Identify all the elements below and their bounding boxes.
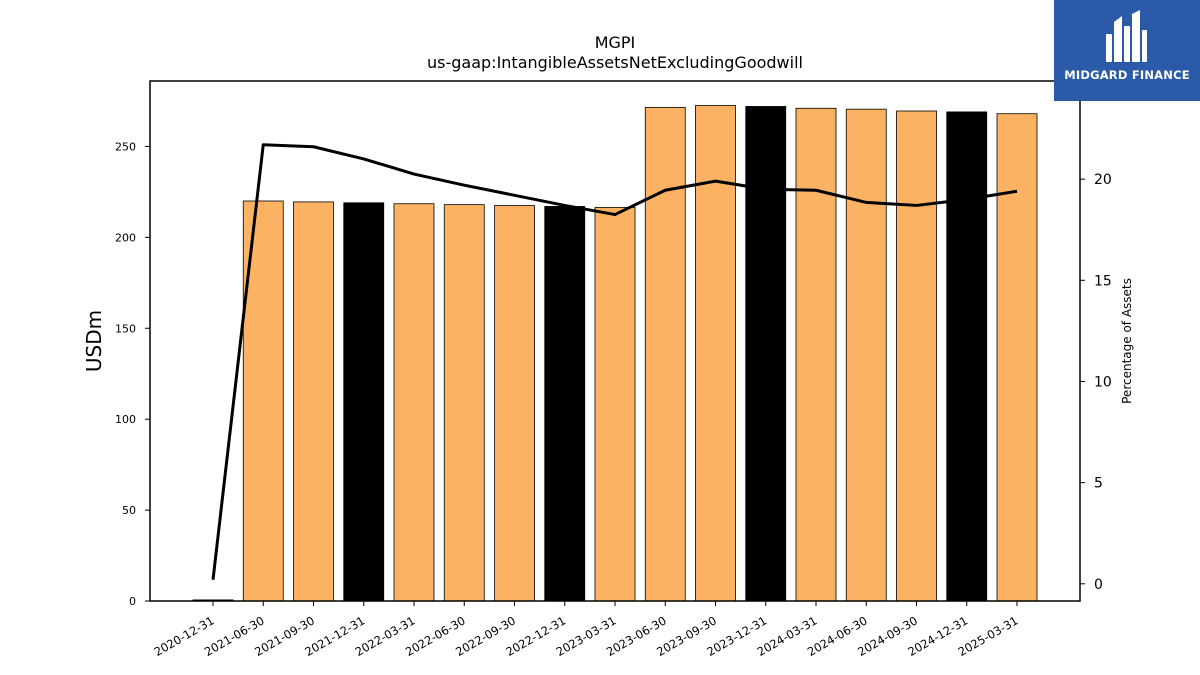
bar-2022-06-30 (443, 204, 485, 602)
bar-2021-09-30 (293, 201, 334, 602)
brand-name: MIDGARD FINANCE (1064, 68, 1190, 82)
bar-2022-09-30 (494, 205, 535, 602)
midgard-logo-icon (1106, 10, 1147, 62)
bar-2024-03-31 (795, 107, 837, 602)
y-tick-label: 150 (115, 322, 136, 335)
brand-logo: MIDGARD FINANCE (1054, 0, 1200, 101)
y-axis-right: 0 5 10 15 20 (1080, 172, 1112, 593)
bar-2025-03-31 (996, 113, 1038, 602)
bar-2022-03-31 (393, 203, 435, 602)
y-tick-label: 100 (115, 413, 136, 426)
y2-tick-label: 0 (1094, 577, 1103, 593)
bar-2023-03-31 (594, 206, 636, 602)
bar-2024-06-30 (845, 108, 887, 602)
percentage-line (211, 143, 1018, 580)
y2-tick-label: 15 (1094, 273, 1112, 289)
y2-tick-label: 5 (1094, 476, 1103, 492)
y-tick-label: 50 (122, 504, 136, 517)
x-axis: 2020-12-312021-06-302021-09-302021-12-31… (152, 601, 1021, 659)
chart-title: MGPI (595, 33, 636, 52)
y-axis-left: 0 50 100 150 200 250 (115, 140, 150, 608)
y-tick-label: 0 (129, 595, 136, 608)
bar-2021-12-31 (343, 202, 385, 602)
y-axis-label: USDm (82, 310, 106, 372)
y2-tick-label: 10 (1094, 374, 1112, 390)
y-tick-label: 200 (115, 231, 136, 244)
line-series (211, 143, 1018, 580)
bar-series (192, 105, 1038, 602)
bar-2024-12-31 (946, 111, 988, 602)
bar-2023-12-31 (745, 106, 787, 602)
chart-subtitle: us-gaap:IntangibleAssetsNetExcludingGood… (427, 53, 803, 72)
y2-tick-label: 20 (1094, 172, 1112, 188)
bar-2022-12-31 (544, 206, 586, 602)
y2-axis-label: Percentage of Assets (1120, 278, 1134, 404)
bar-2023-06-30 (644, 106, 686, 602)
bar-2024-09-30 (896, 110, 937, 602)
y-tick-label: 250 (115, 140, 136, 153)
